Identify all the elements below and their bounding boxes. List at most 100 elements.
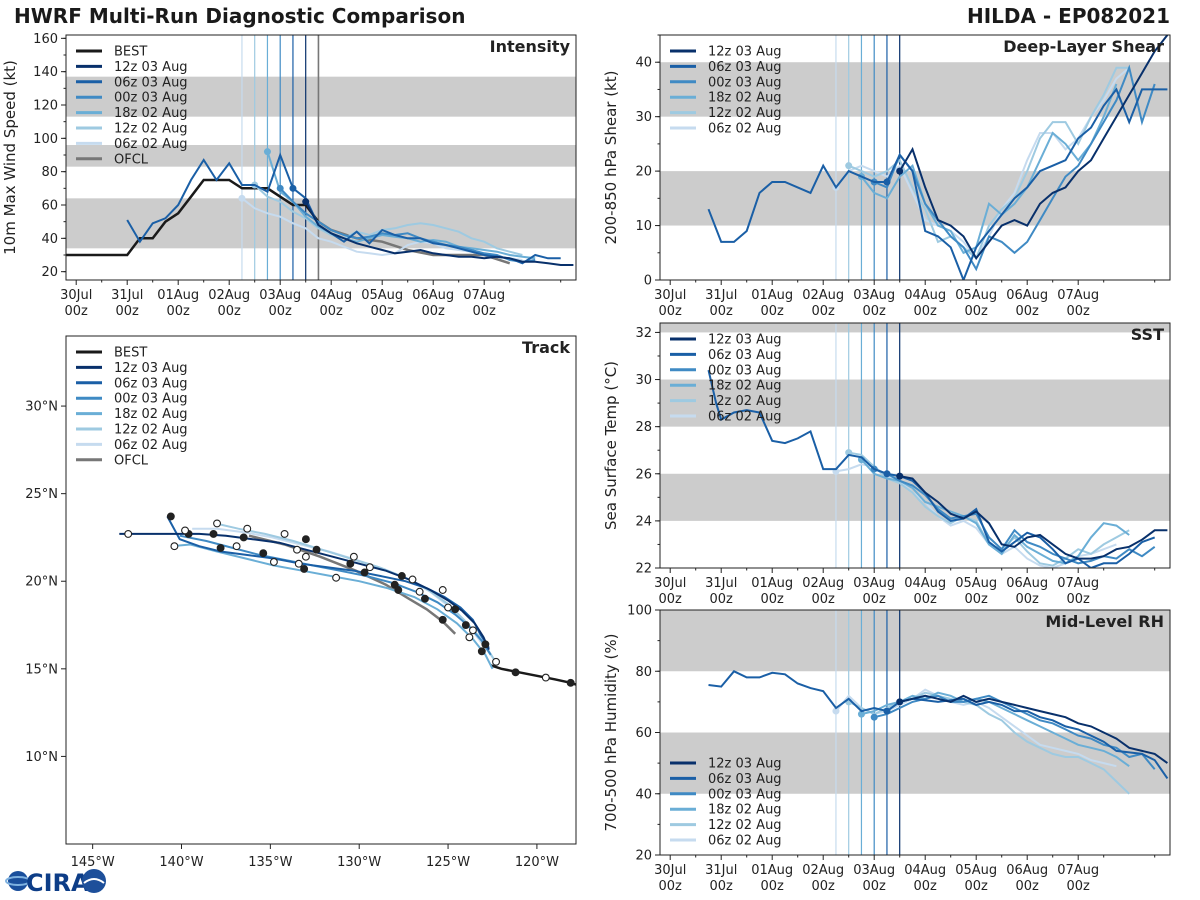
sst-xtick-label-6: 05Aug [955,576,997,591]
track-position-marker-19 [477,647,486,656]
intensity-xtick-label-5: 04Aug [310,288,352,303]
sst-xtick-label-4: 03Aug [853,576,895,591]
shear-xtick-label-7: 06Aug [1006,288,1048,303]
sst-xtick-sublabel-1: 00z [710,592,734,607]
sst-xtick-sublabel-3: 00z [812,592,836,607]
shear-plot-area [660,35,1170,280]
track-position-marker-17 [461,621,470,629]
shear-series-line-5 [835,66,1130,260]
shear-xtick-label-8: 07Aug [1057,288,1099,303]
track-position-marker-6 [259,549,268,558]
shear-init-marker-4 [845,162,853,170]
shear-xtick-sublabel-0: 00z [659,304,683,319]
intensity-ytick-label-7: 160 [33,32,58,47]
shear-xtick-sublabel-8: 00z [1067,304,1091,319]
track-position-marker-13 [394,586,403,594]
track-position-marker-12 [390,580,399,589]
shear-xtick-sublabel-4: 00z [863,304,887,319]
track-legend-label-1: 12z 03 Aug [114,361,188,376]
track-position-marker-25 [280,529,289,538]
rh-series-line-3 [861,691,1130,768]
shear-xtick-sublabel-5: 00z [914,304,938,319]
rh-legend-label-4: 12z 02 Aug [708,818,782,833]
shear-xtick-sublabel-6: 00z [965,304,989,319]
track-position-marker-39 [332,573,341,582]
sst-legend-label-1: 06z 03 Aug [708,348,782,363]
logo-emblem-wave-icon [83,878,105,884]
intensity-band-2 [66,76,576,117]
shear-ytick-label-0: 0 [644,274,652,289]
storm-id-title: HILDA - EP082021 [966,4,1170,28]
track-position-marker-11 [397,572,406,580]
rh-xtick-label-8: 07Aug [1057,863,1099,878]
track-legend-label-3: 00z 03 Aug [114,392,188,407]
shear-xtick-label-3: 02Aug [802,288,844,303]
intensity-init-marker-3 [263,148,271,156]
sst-legend-label-5: 06z 02 Aug [708,410,782,425]
sst-init-marker-0 [896,472,904,480]
intensity-ytick-label-0: 20 [41,265,58,280]
rh-plot-area [660,610,1170,855]
track-position-marker-18 [481,640,490,649]
intensity-legend-label-2: 06z 03 Aug [114,75,188,90]
intensity-legend-label-0: BEST [114,45,147,60]
logo-text: CIRA [26,869,90,897]
rh-init-marker-0 [896,698,904,706]
sst-xtick-label-0: 30Jul [654,576,686,591]
sst-xtick-label-7: 06Aug [1006,576,1048,591]
sst-xtick-sublabel-2: 00z [761,592,785,607]
sst-xtick-label-1: 31Jul [705,576,737,591]
intensity-legend-label-5: 12z 02 Aug [114,122,188,137]
track-position-marker-3 [239,533,248,542]
rh-init-marker-1 [883,707,891,715]
track-position-marker-37 [294,559,303,568]
shear-xtick-label-5: 04Aug [904,288,946,303]
sst-series-line-3 [860,458,1130,565]
track-xtick-label-2: 135°W [248,855,292,870]
rh-xtick-sublabel-8: 00z [1067,879,1091,894]
intensity-legend-label-4: 18z 02 Aug [114,106,188,121]
intensity-ytick-label-3: 80 [41,165,58,180]
rh-xtick-label-7: 06Aug [1006,863,1048,878]
intensity-series-line-2 [279,187,536,263]
sst-xtick-sublabel-8: 00z [1067,592,1091,607]
shear-band-1 [660,62,1170,117]
intensity-ylabel: 10m Max Wind Speed (kt) [1,60,19,255]
rh-panel-title: Mid-Level RH [1045,612,1164,631]
shear-ytick-label-4: 40 [635,56,652,71]
intensity-series-line-0 [304,201,574,266]
shear-xtick-label-2: 01Aug [751,288,793,303]
track-position-marker-21 [181,526,190,535]
rh-ytick-label-4: 100 [627,604,652,619]
rh-xtick-label-3: 02Aug [802,863,844,878]
track-series-line-3 [170,543,494,670]
intensity-panel: 2040608010012014016030Jul00z31Jul00z01Au… [1,32,577,319]
track-position-marker-7 [312,545,321,554]
shear-xtick-label-0: 30Jul [654,288,686,303]
intensity-legend-label-1: 12z 03 Aug [114,60,188,75]
shear-panel: 01020304030Jul00z31Jul00z01Aug00z02Aug00… [602,34,1171,319]
rh-init-marker-5 [832,707,840,715]
track-position-marker-10 [360,568,369,577]
track-ytick-label-0: 10°N [25,750,58,765]
track-ytick-label-4: 30°N [25,400,58,415]
intensity-init-marker-0 [302,198,310,206]
intensity-xtick-label-0: 30Jul [60,288,92,303]
track-position-marker-29 [408,575,417,584]
intensity-init-marker-1 [289,184,297,192]
shear-frame [659,34,1171,281]
intensity-xtick-sublabel-1: 00z [116,304,140,319]
rh-ytick-label-1: 40 [635,787,652,802]
track-position-marker-16 [438,615,447,624]
rh-xtick-sublabel-0: 00z [659,879,683,894]
sst-xtick-label-5: 04Aug [904,576,946,591]
intensity-ytick-label-1: 40 [41,232,58,247]
rh-xtick-label-6: 05Aug [955,863,997,878]
track-xtick-label-3: 130°W [337,855,381,870]
track-position-marker-26 [293,545,301,554]
rh-ytick-label-0: 20 [635,849,652,864]
rh-series-line-1 [708,670,1169,779]
track-legend-label-5: 12z 02 Aug [114,423,188,438]
intensity-series-line-1 [126,152,561,265]
intensity-legend-label-6: 06z 02 Aug [114,137,188,152]
